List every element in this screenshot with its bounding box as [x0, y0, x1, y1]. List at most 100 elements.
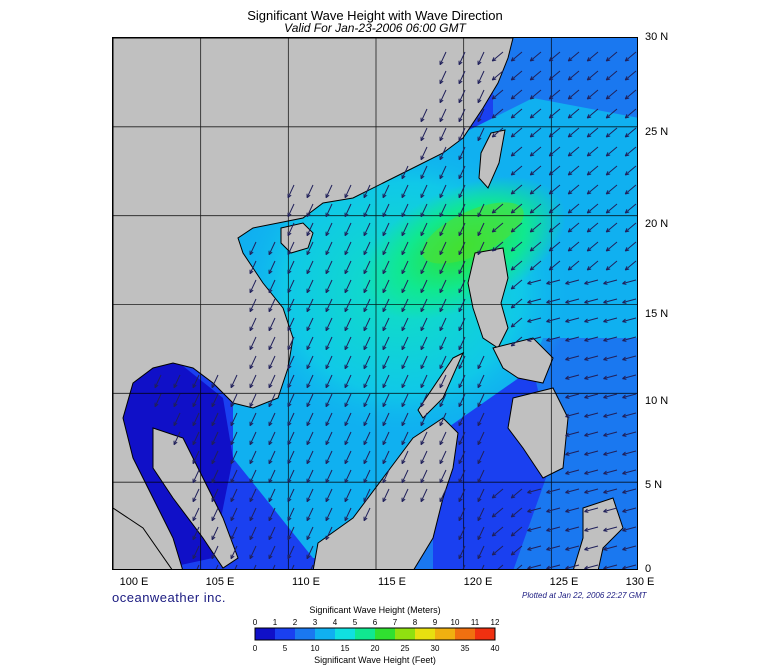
wave-arrow-shaft — [624, 165, 637, 176]
wave-arrow-shaft — [249, 241, 257, 255]
wave-arrow-shaft — [510, 317, 523, 328]
wave-arrow-head — [565, 375, 569, 380]
wave-arrow-shaft — [586, 146, 599, 157]
wave-arrow-head — [568, 173, 573, 176]
wave-arrow-shaft — [325, 203, 333, 217]
wave-arrow-head — [401, 365, 406, 370]
wave-arrow-head — [401, 270, 406, 275]
wave-arrow-head — [382, 422, 387, 427]
wave-arrow-head — [363, 194, 368, 199]
wave-arrow-shaft — [268, 241, 276, 255]
wave-arrow-head — [584, 546, 588, 551]
wave-arrow-head — [622, 546, 626, 551]
wave-arrow-shaft — [546, 279, 561, 285]
wave-arrow-shaft — [287, 355, 295, 369]
wave-arrow-head — [439, 175, 444, 180]
wave-arrow-shaft — [529, 146, 542, 157]
wave-arrow-head — [625, 211, 630, 214]
wave-arrow-head — [458, 536, 463, 541]
wave-arrow-shaft — [230, 526, 238, 540]
wave-arrow-head — [420, 251, 425, 256]
wave-arrow-head — [211, 422, 216, 427]
wave-arrow-shaft — [401, 355, 409, 369]
wave-arrow-shaft — [567, 241, 580, 252]
wave-arrow-shaft — [565, 393, 580, 399]
wave-arrow-head — [477, 555, 482, 560]
wave-arrow-head — [420, 175, 425, 180]
wave-arrow-shaft — [586, 108, 599, 119]
wave-arrow-head — [603, 511, 608, 513]
legend-meters-tick-label: 12 — [491, 618, 500, 627]
wave-arrow-shaft — [603, 488, 618, 494]
wave-arrow-head — [567, 114, 571, 119]
wave-arrow-shaft — [230, 469, 238, 483]
legend-feet-tick-label: 30 — [431, 644, 440, 653]
wave-arrow-head — [325, 308, 330, 313]
wave-arrow-head — [268, 365, 273, 370]
wave-arrow-head — [510, 171, 514, 176]
wave-arrow-head — [401, 308, 406, 313]
wave-arrow-head — [439, 498, 444, 503]
wave-arrow-shaft — [586, 165, 599, 176]
wave-arrow-shaft — [527, 507, 542, 513]
wave-arrow-shaft — [477, 526, 485, 540]
wave-arrow-head — [401, 194, 406, 199]
wave-arrow-head — [492, 116, 497, 119]
wave-arrow-shaft — [510, 146, 523, 157]
lat-label-0: 0 — [645, 563, 652, 575]
wave-arrow-shaft — [306, 507, 314, 521]
wave-arrow-head — [306, 441, 311, 446]
wave-arrow-head — [491, 57, 495, 62]
wave-arrow-shaft — [477, 70, 485, 84]
wave-arrow-head — [401, 384, 406, 389]
wave-arrow-shaft — [211, 431, 219, 445]
wave-arrow-shaft — [624, 127, 637, 138]
wave-arrow-shaft — [622, 393, 637, 399]
wave-arrow-head — [491, 114, 495, 119]
wave-arrow-head — [306, 422, 311, 427]
wave-arrow-shaft — [510, 165, 523, 176]
wave-arrow-head — [401, 213, 406, 218]
wave-arrow-shaft — [477, 507, 485, 521]
wave-arrow-head — [625, 97, 630, 100]
legend-color-swatch — [255, 628, 276, 640]
wave-arrow-head — [511, 268, 516, 271]
wave-arrow-shaft — [230, 412, 238, 426]
wave-arrow-shaft — [439, 241, 447, 255]
wave-arrow-head — [477, 118, 482, 123]
plotted-timestamp: Plotted at Jan 22, 2006 22:27 GMT — [522, 591, 647, 600]
wave-arrow-head — [606, 154, 611, 157]
wave-arrow-head — [565, 454, 570, 456]
wave-arrow-shaft — [584, 469, 599, 475]
wave-arrow-shaft — [477, 488, 485, 502]
wave-arrow-head — [439, 99, 444, 104]
wave-arrow-shaft — [382, 260, 390, 274]
wave-arrow-head — [587, 211, 592, 214]
wave-arrow-shaft — [382, 488, 390, 502]
wave-arrow-head — [492, 135, 497, 138]
wave-arrow-head — [624, 228, 628, 233]
wave-arrow-shaft — [287, 488, 295, 502]
wave-arrow-shaft — [603, 545, 618, 551]
wave-arrow-head — [420, 270, 425, 275]
wave-arrow-shaft — [477, 241, 485, 255]
chart-title: Significant Wave Height with Wave Direct… — [247, 8, 503, 23]
wave-arrow-shaft — [325, 469, 333, 483]
wave-arrow-head — [605, 228, 609, 233]
wave-arrow-shaft — [477, 412, 485, 426]
wave-arrow-head — [363, 365, 368, 370]
wave-arrow-shaft — [439, 127, 447, 141]
wave-arrow-head — [477, 80, 482, 85]
wave-arrow-shaft — [325, 374, 333, 388]
wave-arrow-head — [622, 565, 626, 569]
wave-arrow-shaft — [268, 545, 276, 559]
wave-arrow-shaft — [401, 241, 409, 255]
wave-arrow-shaft — [458, 393, 466, 407]
wave-arrow-head — [325, 270, 330, 275]
wave-arrow-head — [325, 327, 330, 332]
wave-arrow-shaft — [586, 260, 599, 271]
legend-meters-tick-label: 7 — [393, 618, 398, 627]
wave-arrow-shaft — [325, 488, 333, 502]
wave-arrow-head — [511, 230, 516, 233]
wave-arrow-head — [586, 114, 590, 119]
